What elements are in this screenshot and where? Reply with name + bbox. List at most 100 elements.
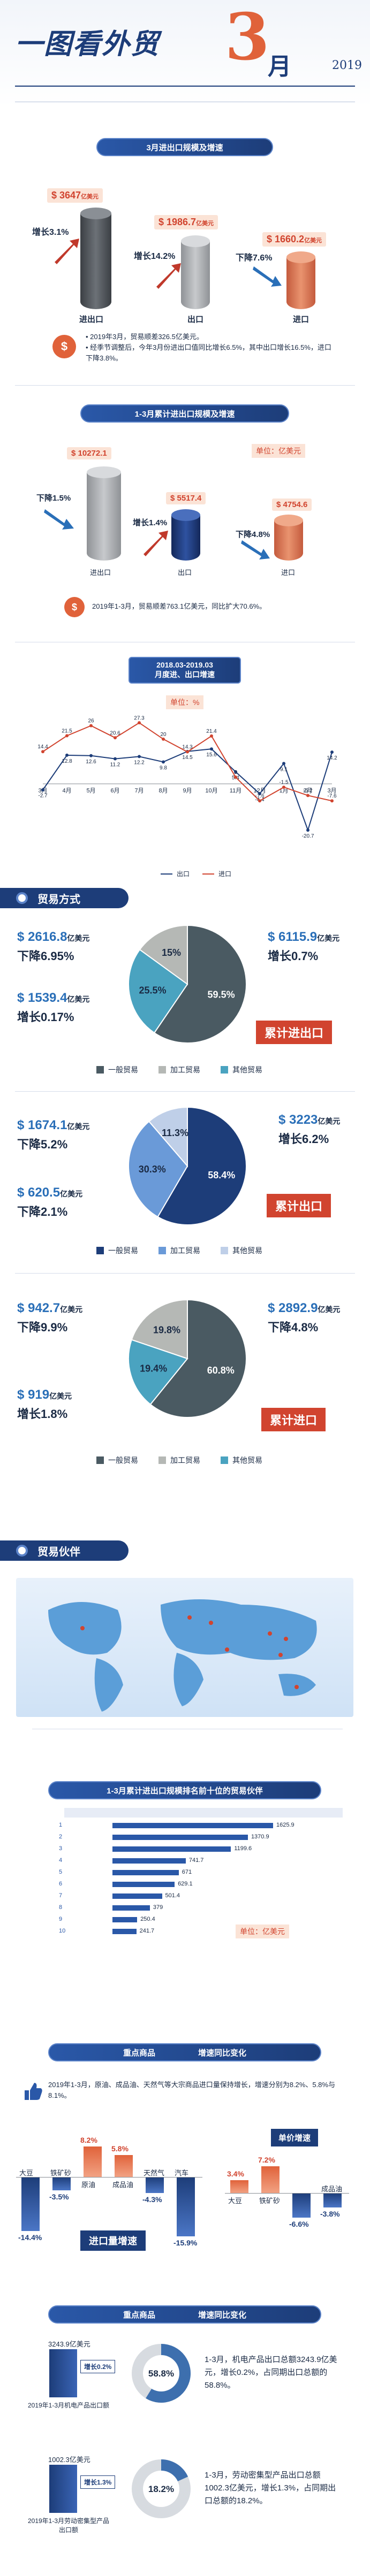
section7-banner: 重点商品 增速同比变化	[48, 2043, 321, 2061]
s2-total-label: 进出口	[90, 569, 111, 577]
divider	[15, 385, 355, 386]
map-pin-icon	[80, 1626, 85, 1630]
data-label: 9.1	[280, 766, 288, 772]
b3-left-top-value: $ 942.7亿美元	[17, 1301, 83, 1315]
commodity-bar	[52, 2177, 71, 2190]
s2-import-down-arrow-icon	[241, 540, 270, 559]
s8-item1-text: 1-3月，机电产品出口总额3243.9亿美元，增长0.2%，占同期出口总额的58…	[205, 2355, 337, 2390]
header-rule	[15, 86, 355, 87]
rank-bar	[112, 1893, 162, 1899]
thumbs-up-icon	[25, 2083, 42, 2100]
commodity-bar	[323, 2193, 342, 2207]
commodity-value: 7.2%	[258, 2155, 275, 2164]
rank-number: 9	[59, 1916, 63, 1922]
pie-slice-label: 19.4%	[140, 1363, 167, 1374]
rank-number: 6	[59, 1881, 63, 1887]
s2-export-cylinder	[171, 509, 200, 561]
pie-slice-label: 60.8%	[207, 1365, 235, 1376]
x-tick-label: 11月	[230, 787, 241, 794]
s2-import-label: 进口	[281, 569, 296, 577]
rank-bar	[112, 1835, 248, 1840]
data-point	[234, 775, 237, 779]
s8-item2-text: 1-3月，劳动密集型产品出口总额1002.3亿美元，增长1.3%，占同期出口总额…	[205, 2471, 336, 2505]
data-point	[258, 799, 261, 803]
zero-axis	[225, 2193, 349, 2194]
section1-banner: 3月进出口规模及增速	[96, 138, 273, 156]
s8-item2-caption: 2019年1-3月劳动密集型产品出口额	[27, 2517, 110, 2534]
rank-value: 241.7	[139, 1928, 155, 1934]
rank-number: 10	[59, 1928, 66, 1934]
data-label: 11.2	[110, 762, 120, 768]
s3-unit-tag: 单位：%	[166, 695, 204, 709]
data-label: -2.7	[38, 793, 48, 799]
b1-left-top-value: $ 2616.8亿美元	[17, 930, 90, 944]
b3-left-bottom-value: $ 919亿美元	[17, 1387, 72, 1402]
top10-partners-chart: 1 1625.9 2 1370.9 3 1199.6 4 741.7 5 671 6 629.1 7 50…	[43, 1808, 343, 1947]
rank-value: 250.4	[140, 1916, 155, 1922]
map-pin-icon	[187, 1615, 192, 1620]
b3-left-top-growth: 下降9.9%	[17, 1321, 68, 1334]
rank-bar	[112, 1870, 179, 1875]
b3-right-top-value: $ 2892.9亿美元	[268, 1301, 341, 1315]
b1-right-top-value: $ 6115.9亿美元	[268, 930, 340, 944]
money-bag-icon: $	[52, 335, 76, 358]
data-point	[138, 755, 141, 758]
s8-item1-bar	[49, 2349, 77, 2397]
data-label: 20.6	[110, 730, 120, 736]
year-label: 2019	[332, 59, 362, 72]
b1-legend: 一般贸易 加工贸易 其他贸易	[96, 1064, 262, 1075]
rank-row: 2 1370.9	[59, 1833, 343, 1842]
data-label: 14.3	[182, 745, 193, 750]
data-label: 14.5	[182, 755, 193, 761]
map-pin-icon	[284, 1637, 288, 1641]
s2-unit-tag: 单位：亿美元	[252, 444, 305, 458]
data-point	[330, 750, 334, 754]
divider	[15, 1091, 355, 1092]
data-point	[258, 792, 261, 795]
rank-number: 3	[59, 1845, 63, 1852]
data-label: 12.8	[62, 758, 72, 764]
pie-slice	[153, 924, 247, 1044]
commodity-bar	[115, 2155, 133, 2177]
data-point	[138, 721, 141, 725]
pie-slice-label: 19.8%	[153, 1324, 180, 1335]
donut-hole	[143, 2355, 179, 2391]
s1-notes: • 2019年3月，贸易顺差326.5亿美元。 • 经季节调整后，今年3月份进出…	[86, 332, 332, 364]
data-point	[306, 829, 309, 832]
rank-number: 4	[59, 1857, 63, 1864]
pie-slice	[128, 1339, 188, 1406]
pie-slice-label: 30.3%	[139, 1164, 166, 1175]
legend-general: 一般贸易	[96, 1245, 138, 1256]
data-label: 14.4	[37, 744, 48, 750]
s2-total-down-arrow-icon	[44, 509, 74, 530]
s1-total-label: 进出口	[79, 315, 104, 324]
s7-price-title: 单价增速	[271, 2129, 319, 2146]
b3-tag: 累计进口	[261, 1408, 326, 1431]
legend-processing: 加工贸易	[158, 1455, 200, 1466]
section6-banner: 1-3月累计进出口规模排名前十位的贸易伙伴	[48, 1781, 321, 1799]
legend-general: 一般贸易	[96, 1455, 138, 1466]
legend-other: 其他贸易	[221, 1064, 262, 1075]
rank-value: 629.1	[178, 1881, 193, 1887]
rank-value: 379	[153, 1904, 163, 1911]
s1-total-growth: 增长3.1%	[32, 228, 69, 237]
x-tick-label: 1月	[279, 787, 288, 794]
data-label: 12.6	[86, 759, 96, 765]
s1-import-down-arrow-icon	[253, 266, 282, 287]
commodity-bar	[261, 2166, 280, 2193]
divider	[15, 1273, 355, 1274]
commodity-value: 5.8%	[111, 2144, 129, 2153]
rank-bar	[112, 1929, 137, 1934]
monthly-growth-line-chart: 3月4月5月6月7月8月9月10月11月12月1月2月3月-2.712.812.…	[37, 715, 337, 839]
month-number: 3	[225, 0, 270, 75]
s8-item1-growth: 增长0.2%	[80, 2360, 116, 2373]
x-tick-label: 7月	[134, 787, 144, 794]
data-label: -7.6	[327, 793, 337, 799]
pie-slice	[131, 1299, 188, 1360]
line-legend: 出口 进口	[161, 869, 231, 878]
b1-left-bottom-value: $ 1539.4亿美元	[17, 991, 90, 1005]
s1-export-growth: 增长14.2%	[134, 252, 176, 261]
rank-row: 7 501.4	[59, 1891, 343, 1901]
b2-legend: 一般贸易 加工贸易 其他贸易	[96, 1245, 262, 1256]
